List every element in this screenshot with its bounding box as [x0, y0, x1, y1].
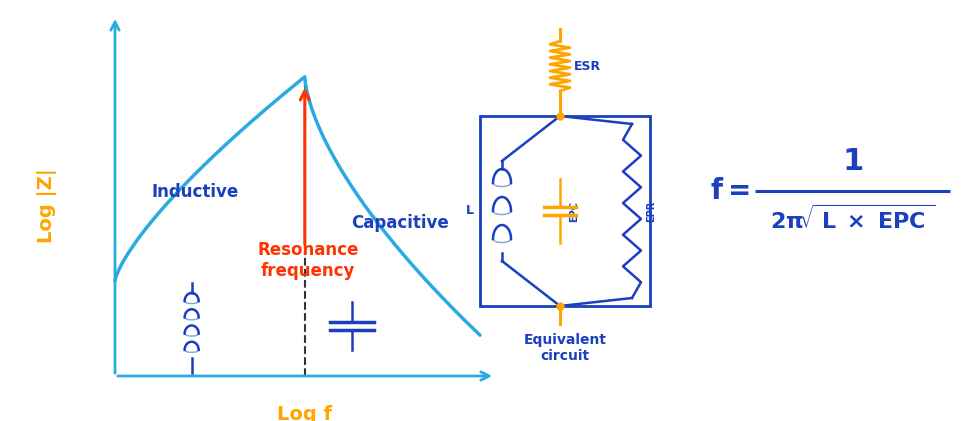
Text: $\mathbf{f=}$: $\mathbf{f=}$: [710, 177, 750, 205]
Text: Resonance
frequency: Resonance frequency: [257, 241, 359, 280]
Text: $\mathbf{2\pi\!\sqrt{\;L\ \times\ EPC\;}}$: $\mathbf{2\pi\!\sqrt{\;L\ \times\ EPC\;}…: [769, 205, 935, 233]
Text: Log f: Log f: [277, 405, 332, 421]
Text: Capacitive: Capacitive: [351, 214, 449, 232]
Text: L: L: [466, 205, 474, 218]
Text: Log |Z|: Log |Z|: [37, 168, 57, 243]
Text: Equivalent
circuit: Equivalent circuit: [523, 333, 607, 363]
Text: ESR: ESR: [574, 59, 601, 72]
Text: EPR: EPR: [646, 200, 656, 221]
Text: Inductive: Inductive: [152, 184, 239, 201]
Text: $\mathbf{1}$: $\mathbf{1}$: [842, 147, 863, 176]
Text: EPC: EPC: [569, 200, 579, 221]
